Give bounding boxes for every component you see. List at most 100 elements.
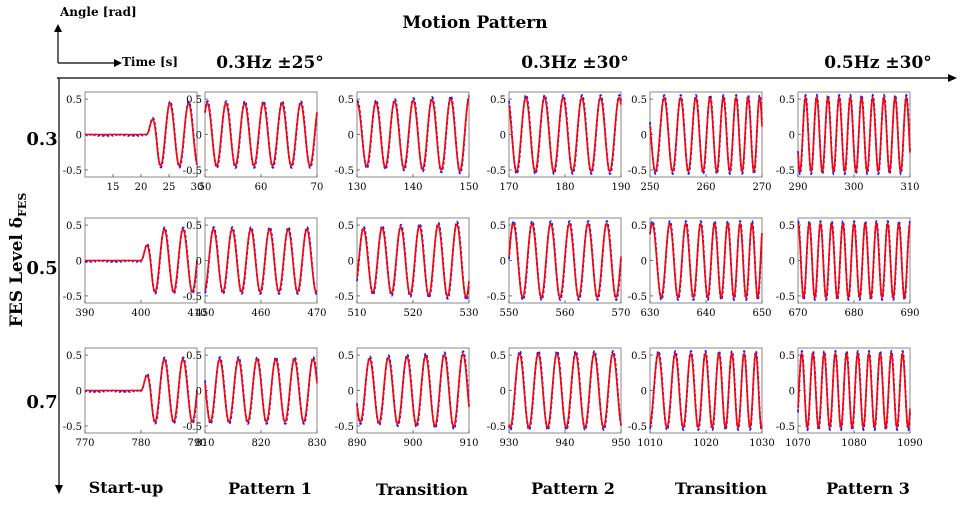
- pattern-label-2: 0.3Hz ±30°: [521, 53, 629, 73]
- x-tick-label: 190: [611, 182, 630, 193]
- x-tick-label: 1030: [749, 438, 774, 449]
- y-tick-label: 0: [789, 387, 795, 398]
- reference-angle-line: [649, 352, 763, 429]
- column-label-2: Pattern 1: [228, 479, 312, 498]
- x-tick-label: 180: [555, 182, 574, 193]
- y-tick-label: 0: [348, 257, 354, 268]
- y-tick-label: 0: [500, 131, 506, 142]
- main-x-axis-arrowhead: [948, 74, 957, 82]
- reference-angle-line: [508, 222, 622, 299]
- reference-angle-line: [649, 222, 763, 299]
- x-tick-label: 930: [499, 438, 518, 449]
- y-tick-label: 0.5: [66, 351, 82, 362]
- y-tick-label: 0.5: [338, 95, 354, 106]
- x-tick-label: 530: [459, 308, 478, 319]
- x-tick-label: 650: [752, 308, 771, 319]
- column-label-4: Pattern 2: [531, 479, 615, 498]
- x-tick-label: 510: [347, 308, 366, 319]
- x-tick-label: 140: [403, 182, 422, 193]
- y-tick-label: 0.5: [631, 351, 647, 362]
- panel-r2-c1: 0.5 0 -0.5 390 400 410: [63, 217, 207, 319]
- x-tick-label: 50: [199, 182, 212, 193]
- y-tick-label: 0.5: [490, 351, 506, 362]
- y-tick-label: -0.5: [63, 166, 82, 177]
- panel-frame: [356, 91, 470, 178]
- x-tick-label: 470: [307, 308, 326, 319]
- x-tick-label: 790: [187, 438, 206, 449]
- reference-angle-line: [356, 97, 470, 172]
- y-tick-label: -0.5: [183, 292, 202, 303]
- x-tick-label: 630: [640, 308, 659, 319]
- x-tick-label: 900: [403, 438, 422, 449]
- panel-r3-c1: 0.5 0 -0.5 770 780 790: [63, 347, 207, 449]
- fes-level-axis-title-sub: FES: [16, 193, 29, 217]
- y-tick-label: 0: [76, 257, 82, 268]
- reference-angle-line: [204, 358, 318, 423]
- x-tick-label: 1080: [841, 438, 866, 449]
- x-tick-label: 810: [195, 438, 214, 449]
- pattern-label-3: 0.5Hz ±30°: [824, 53, 932, 73]
- x-tick-label: 290: [788, 182, 807, 193]
- legend-x-label: Time [s]: [122, 55, 178, 69]
- column-label-1: Start-up: [89, 478, 164, 497]
- reference-angle-line: [508, 352, 622, 429]
- measured-angle-line: [356, 95, 470, 175]
- x-tick-label: 780: [131, 438, 150, 449]
- row-label-3: 0.7: [26, 392, 57, 413]
- reference-angle-line: [649, 96, 763, 173]
- x-tick-label: 300: [844, 182, 863, 193]
- panel-r3-c6: 0.5 0 -0.5 1070 1080 1090: [776, 347, 923, 449]
- y-tick-label: 0.5: [631, 95, 647, 106]
- panel-r2-c6: 0.5 0 -0.5 670 680 690: [776, 217, 920, 319]
- y-tick-label: 0.5: [186, 221, 202, 232]
- x-tick-label: 950: [611, 438, 630, 449]
- x-tick-label: 450: [195, 308, 214, 319]
- x-tick-label: 820: [251, 438, 270, 449]
- y-tick-label: -0.5: [628, 422, 647, 433]
- x-tick-label: 670: [788, 308, 807, 319]
- panel-r1-c5: 0.5 0 -0.5 250 260 270: [628, 91, 772, 193]
- y-tick-label: 0: [789, 131, 795, 142]
- x-tick-label: 30: [191, 182, 204, 193]
- reference-angle-line: [356, 223, 470, 299]
- fes-level-axis-title-main: FES Level δ: [7, 217, 27, 327]
- x-tick-label: 460: [251, 308, 270, 319]
- fes-level-axis-title: FES Level δFES: [7, 193, 29, 328]
- x-tick-label: 25: [163, 182, 176, 193]
- reference-angle-line: [356, 353, 470, 428]
- panel-r2-c5: 0.5 0 -0.5 630 640 650: [628, 217, 772, 319]
- y-tick-label: 0: [76, 131, 82, 142]
- x-tick-label: 250: [640, 182, 659, 193]
- y-tick-label: 0.5: [66, 221, 82, 232]
- y-tick-label: 0: [348, 387, 354, 398]
- y-tick-label: -0.5: [628, 292, 647, 303]
- y-tick-label: 0.5: [338, 221, 354, 232]
- y-tick-label: 0.5: [779, 221, 795, 232]
- column-label-3: Transition: [376, 480, 468, 499]
- y-tick-label: -0.5: [487, 422, 506, 433]
- y-tick-label: -0.5: [776, 422, 795, 433]
- measured-angle-line: [204, 226, 318, 295]
- y-tick-label: -0.5: [63, 292, 82, 303]
- y-tick-label: 0: [500, 257, 506, 268]
- reference-angle-line: [85, 228, 198, 293]
- y-tick-label: 0: [641, 387, 647, 398]
- reference-angle-line: [797, 222, 911, 299]
- y-tick-label: 0: [348, 131, 354, 142]
- x-tick-label: 1090: [897, 438, 922, 449]
- x-tick-label: 130: [347, 182, 366, 193]
- x-tick-label: 640: [696, 308, 715, 319]
- x-tick-label: 15: [107, 182, 120, 193]
- x-tick-label: 1020: [693, 438, 718, 449]
- panels-group: 0.5 0 -0.5 15 20 25 30 0.5 0 -0.5 50 60 70 0.5 0 -0.5 13…: [63, 91, 923, 449]
- y-tick-label: 0: [196, 387, 202, 398]
- y-tick-label: 0: [196, 257, 202, 268]
- panel-r3-c2: 0.5 0 -0.5 810 820 830: [183, 347, 327, 449]
- motion-pattern-title: Motion Pattern: [402, 13, 547, 33]
- x-tick-label: 680: [844, 308, 863, 319]
- y-tick-label: 0.5: [490, 221, 506, 232]
- x-tick-label: 940: [555, 438, 574, 449]
- panel-r1-c2: 0.5 0 -0.5 50 60 70: [183, 91, 323, 193]
- x-tick-label: 830: [307, 438, 326, 449]
- y-tick-label: 0: [196, 131, 202, 142]
